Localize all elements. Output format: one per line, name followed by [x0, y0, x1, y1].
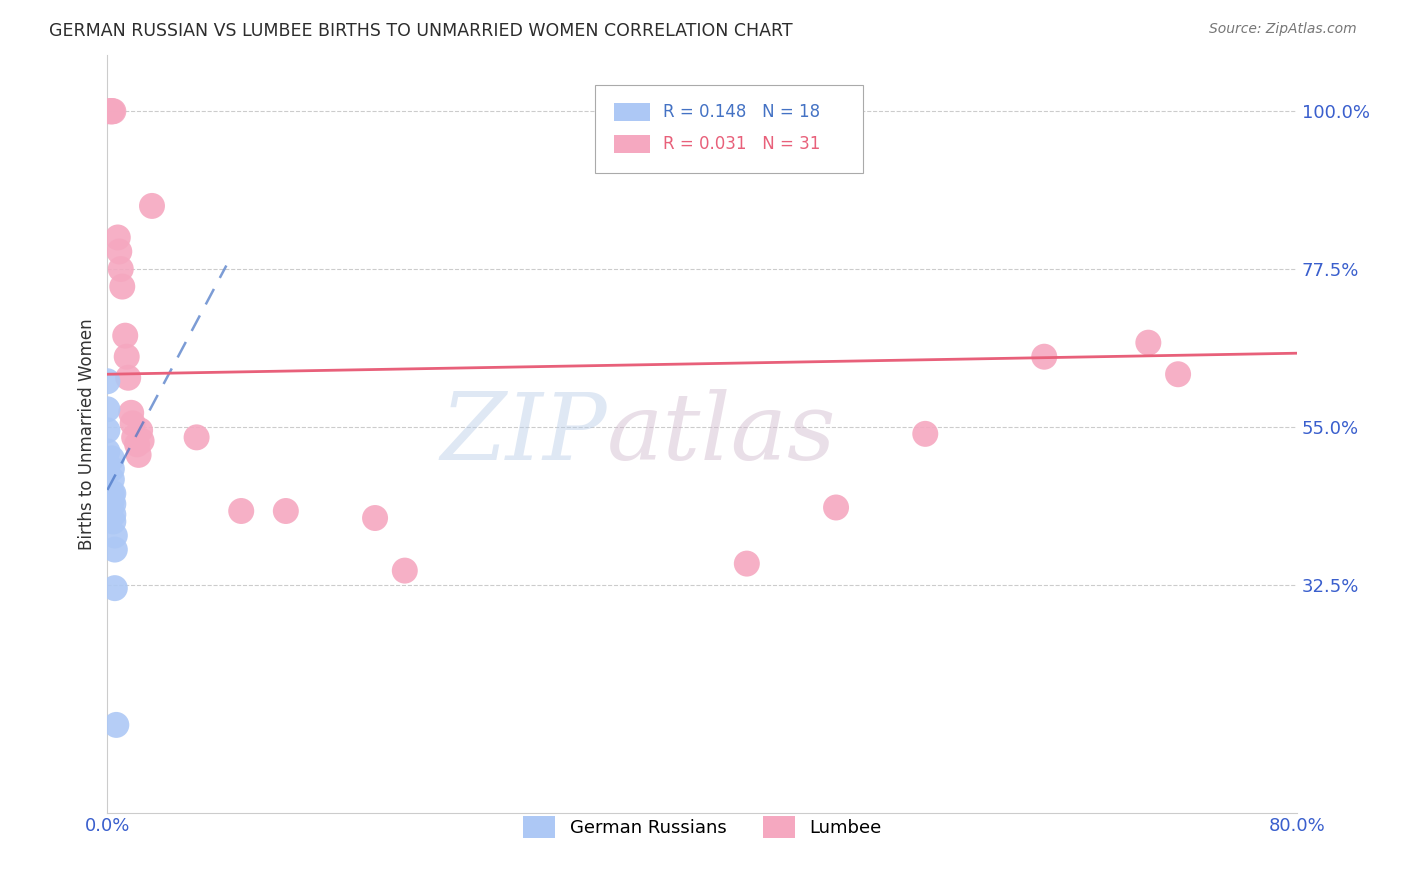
Point: [735, 557, 758, 571]
Point: [129, 423, 152, 437]
Point: [186, 430, 208, 444]
FancyBboxPatch shape: [595, 86, 863, 172]
FancyBboxPatch shape: [614, 135, 650, 153]
Point: [121, 417, 143, 431]
Point: [104, 542, 127, 557]
Point: [117, 370, 139, 384]
Point: [101, 486, 124, 500]
Y-axis label: Births to Unmarried Women: Births to Unmarried Women: [79, 318, 96, 549]
Point: [103, 515, 125, 529]
Point: [1033, 350, 1056, 364]
Point: [104, 581, 127, 595]
Point: [98, 104, 121, 119]
Point: [101, 493, 124, 508]
Point: [114, 328, 136, 343]
Point: [111, 279, 134, 293]
Point: [96, 444, 118, 458]
Text: ZIP: ZIP: [440, 389, 607, 479]
Point: [825, 500, 848, 515]
Point: [394, 564, 416, 578]
Point: [104, 528, 127, 542]
Text: Source: ZipAtlas.com: Source: ZipAtlas.com: [1209, 22, 1357, 37]
Text: GERMAN RUSSIAN VS LUMBEE BIRTHS TO UNMARRIED WOMEN CORRELATION CHART: GERMAN RUSSIAN VS LUMBEE BIRTHS TO UNMAR…: [49, 22, 793, 40]
Point: [96, 466, 118, 480]
Point: [97, 104, 120, 119]
Point: [274, 504, 297, 518]
Text: R = 0.031   N = 31: R = 0.031 N = 31: [664, 135, 820, 153]
Legend: German Russians, Lumbee: German Russians, Lumbee: [516, 809, 889, 846]
Point: [108, 244, 131, 259]
Point: [122, 430, 145, 444]
Point: [141, 199, 163, 213]
Point: [1137, 335, 1160, 350]
Text: atlas: atlas: [607, 389, 837, 479]
Point: [101, 104, 124, 119]
Point: [115, 350, 138, 364]
Point: [364, 511, 387, 525]
Point: [101, 472, 124, 486]
Text: R = 0.148   N = 18: R = 0.148 N = 18: [664, 103, 820, 121]
Point: [103, 508, 125, 522]
Point: [231, 504, 253, 518]
Point: [105, 718, 128, 732]
Point: [101, 104, 124, 119]
Point: [101, 451, 124, 466]
Point: [96, 402, 118, 417]
Point: [103, 486, 125, 500]
Point: [127, 437, 149, 451]
Point: [107, 230, 129, 244]
Point: [128, 448, 150, 462]
Point: [1167, 368, 1189, 382]
Point: [131, 434, 153, 448]
FancyBboxPatch shape: [614, 103, 650, 121]
Point: [103, 497, 125, 511]
Point: [914, 426, 936, 441]
Point: [120, 406, 142, 420]
Point: [101, 462, 124, 476]
Point: [96, 423, 118, 437]
Point: [96, 374, 118, 388]
Point: [103, 104, 125, 119]
Point: [110, 262, 132, 277]
